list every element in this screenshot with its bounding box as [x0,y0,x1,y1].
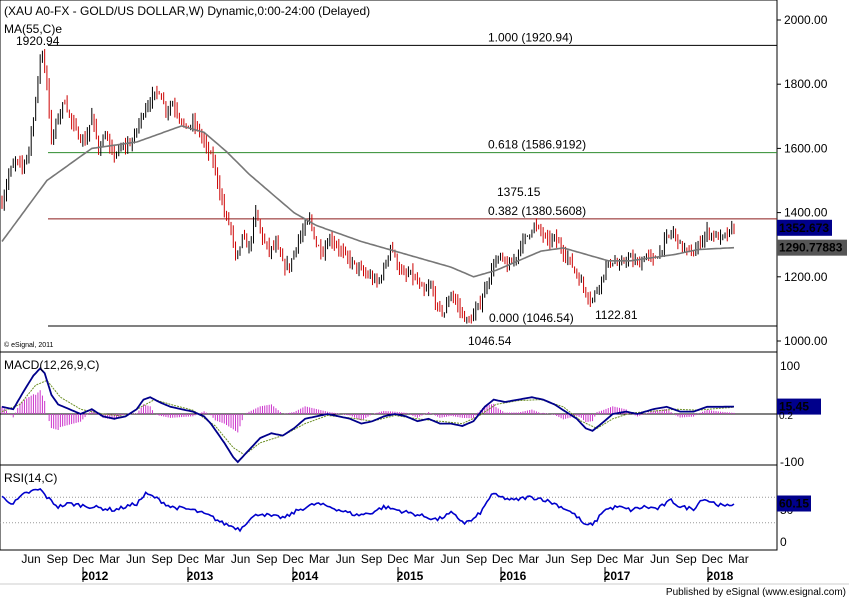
fib-label: 1.000 (1920.94) [488,30,573,44]
macd-tick-label: -100 [780,455,804,469]
x-year-label: 2012 [82,569,109,583]
x-month-label: Sep [361,552,383,566]
x-month-label: Mar [414,552,435,566]
x-month-label: Dec [178,552,199,566]
x-month-label: Jun [441,552,460,566]
price-tick-label: 2000.00 [784,13,828,27]
last-price-box: 1352.673 [777,219,832,236]
x-year-label: 2014 [292,569,319,583]
x-month-label: Mar [518,552,539,566]
x-month-label: Sep [675,552,697,566]
x-year-label: 2018 [707,569,734,583]
x-month-label: Mar [309,552,330,566]
macd-title: MACD(12,26,9,C) [4,358,99,372]
macd-signal-value: 0.2 [779,411,793,422]
x-month-label: Sep [151,552,173,566]
macd-tick-label: 100 [780,359,800,373]
x-year-label: 2015 [397,569,424,583]
price-tick-label: 1600.00 [784,141,828,155]
x-month-label: Mar [623,552,644,566]
ma-value-box: 1290.77883 [777,239,847,256]
fib-label: 0.618 (1586.9192) [488,138,586,152]
x-month-label: Dec [282,552,303,566]
ma-line [1,125,735,278]
macd-line [1,367,734,464]
value-boxes: 1352.673 1290.77883 15.450.2 60.15 [777,219,847,512]
rsi-title: RSI(14,C) [4,471,57,485]
x-year-label: 2013 [187,569,214,583]
x-month-label: Sep [47,552,69,566]
x-month-label: Jun [545,552,564,566]
x-month-label: Jun [126,552,145,566]
macd-y-axis: 100 -100 [780,359,804,469]
footer-credit: Published by eSignal (www.esignal.com) [666,587,846,598]
rsi-value-box: 60.15 [777,495,811,512]
x-month-label: Dec [387,552,408,566]
rsi-tick-label: 0 [780,535,787,549]
svg-text:1352.673: 1352.673 [779,221,829,235]
x-month-label: Sep [256,552,278,566]
price-y-axis: 2000.00 1800.00 1600.00 1400.00 1200.00 1000.… [777,13,828,348]
x-month-label: Mar [204,552,225,566]
svg-text:60.15: 60.15 [779,497,809,511]
ma-legend: MA(55,C)e [4,22,62,36]
x-year-label: 2016 [500,569,527,583]
fib-label: 0.000 (1046.54) [489,311,574,325]
price-tick-label: 1400.00 [784,206,828,220]
price-tick-label: 1800.00 [784,77,828,91]
x-month-label: Dec [492,552,513,566]
price-annotation: 1122.81 [595,308,638,322]
price-annotation: 1375.15 [497,185,541,199]
price-bars [1,49,735,324]
macd-value-box: 15.45 [777,398,821,415]
x-month-label: Sep [571,552,593,566]
x-month-label: Dec [597,552,618,566]
x-month-label: Dec [702,552,723,566]
price-annotation: 1920.94 [16,34,60,48]
x-year-label: 2017 [604,569,631,583]
price-annotation: 1046.54 [468,334,512,348]
chart-title: (XAU A0-FX - GOLD/US DOLLAR,W) Dynamic,0… [4,4,370,18]
price-panel[interactable]: 1.000 (1920.94) 0.618 (1586.9192) 0.382 (1… [0,0,778,353]
svg-text:1290.77883: 1290.77883 [779,241,843,255]
price-tick-label: 1000.00 [784,334,828,348]
svg-text:15.45: 15.45 [779,400,809,414]
x-month-label: Jun [21,552,40,566]
price-fib-lines: 1.000 (1920.94) 0.618 (1586.9192) 0.382 (1… [48,30,777,327]
x-month-label: Dec [73,552,94,566]
x-month-label: Jun [650,552,669,566]
x-month-label: Mar [728,552,749,566]
rsi-line [1,488,735,533]
x-month-label: Sep [466,552,488,566]
x-month-label: Jun [336,552,355,566]
x-month-label: Jun [231,552,250,566]
price-annotations: 1920.94 1375.15 1046.54 1122.81 [16,34,638,348]
x-axis: Jun Sep Dec Mar Jun Sep Dec Mar Jun Sep Dec Mar Jun S… [21,552,748,583]
fib-label: 0.382 (1380.5608) [488,204,586,218]
price-tick-label: 1200.00 [784,270,828,284]
x-month-label: Mar [99,552,120,566]
copyright-text: © eSignal, 2011 [4,341,54,349]
